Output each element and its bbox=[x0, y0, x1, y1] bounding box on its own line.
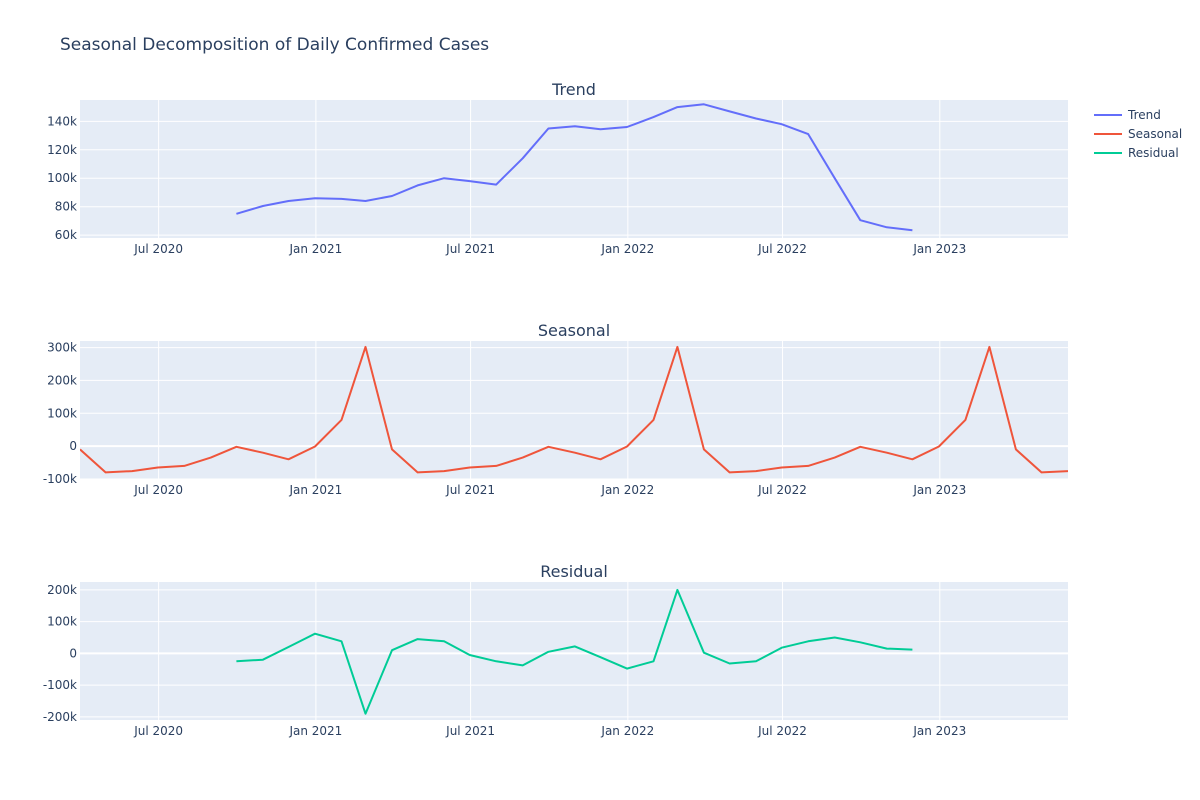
x-tick-label: Jan 2021 bbox=[288, 242, 342, 256]
x-tick-label: Jan 2022 bbox=[600, 242, 654, 256]
legend-label: Trend bbox=[1127, 108, 1161, 122]
x-tick-label: Jul 2020 bbox=[133, 724, 183, 738]
x-tick-label: Jan 2023 bbox=[912, 724, 966, 738]
x-tick-label: Jan 2023 bbox=[912, 483, 966, 497]
x-tick-label: Jan 2022 bbox=[600, 483, 654, 497]
y-tick-label: 0 bbox=[69, 439, 77, 453]
y-tick-label: 100k bbox=[47, 615, 77, 629]
subplot-title: Seasonal bbox=[538, 321, 610, 340]
x-tick-label: Jul 2022 bbox=[757, 483, 807, 497]
x-tick-label: Jul 2021 bbox=[445, 483, 495, 497]
plot-area bbox=[80, 100, 1068, 238]
x-tick-label: Jan 2021 bbox=[288, 483, 342, 497]
x-tick-label: Jan 2023 bbox=[912, 242, 966, 256]
figure-title: Seasonal Decomposition of Daily Confirme… bbox=[60, 35, 489, 55]
y-tick-label: 120k bbox=[47, 143, 77, 157]
legend[interactable]: Trend Seasonal Residual bbox=[1094, 108, 1182, 160]
x-tick-label: Jul 2022 bbox=[757, 724, 807, 738]
legend-item-residual[interactable]: Residual bbox=[1094, 146, 1179, 160]
y-tick-label: 0 bbox=[69, 646, 77, 660]
y-tick-label: 100k bbox=[47, 171, 77, 185]
series-line-trend[interactable] bbox=[236, 103, 913, 232]
y-tick-label: 300k bbox=[47, 341, 77, 355]
y-tick-label: 100k bbox=[47, 406, 77, 420]
y-tick-label: 60k bbox=[55, 228, 77, 242]
x-tick-label: Jul 2020 bbox=[133, 483, 183, 497]
y-tick-label: 140k bbox=[47, 114, 77, 128]
subplot-title: Trend bbox=[551, 80, 596, 99]
plot-area bbox=[80, 341, 1068, 479]
subplot-residual: Jul 2020 Jan 2021 Jul 2021 Jan 2022 Jul 2022… bbox=[43, 562, 1068, 738]
y-tick-label: 80k bbox=[55, 200, 77, 214]
x-tick-label: Jul 2020 bbox=[133, 242, 183, 256]
subplot-panels: Jul 2020 Jan 2021 Jul 2021 Jan 2022 Jul 2022… bbox=[43, 80, 1068, 738]
x-tick-label: Jul 2022 bbox=[757, 242, 807, 256]
legend-label: Residual bbox=[1128, 146, 1179, 160]
subplot-trend: Jul 2020 Jan 2021 Jul 2021 Jan 2022 Jul 2022… bbox=[47, 80, 1068, 256]
subplot-title: Residual bbox=[540, 562, 608, 581]
legend-label: Seasonal bbox=[1128, 127, 1182, 141]
series-line-seasonal[interactable] bbox=[80, 345, 1068, 474]
y-tick-label: 200k bbox=[47, 373, 77, 387]
x-tick-label: Jul 2021 bbox=[445, 724, 495, 738]
plot-area bbox=[80, 582, 1068, 720]
y-tick-label: -100k bbox=[43, 678, 77, 692]
x-tick-label: Jul 2021 bbox=[445, 242, 495, 256]
subplot-seasonal: Jul 2020 Jan 2021 Jul 2021 Jan 2022 Jul 2022… bbox=[43, 321, 1068, 497]
series-line-residual[interactable] bbox=[236, 588, 913, 715]
x-tick-label: Jan 2021 bbox=[288, 724, 342, 738]
legend-item-trend[interactable]: Trend bbox=[1094, 108, 1161, 122]
y-tick-label: -100k bbox=[43, 472, 77, 486]
legend-item-seasonal[interactable]: Seasonal bbox=[1094, 127, 1182, 141]
x-tick-label: Jan 2022 bbox=[600, 724, 654, 738]
y-tick-label: 200k bbox=[47, 583, 77, 597]
y-tick-label: -200k bbox=[43, 710, 77, 724]
